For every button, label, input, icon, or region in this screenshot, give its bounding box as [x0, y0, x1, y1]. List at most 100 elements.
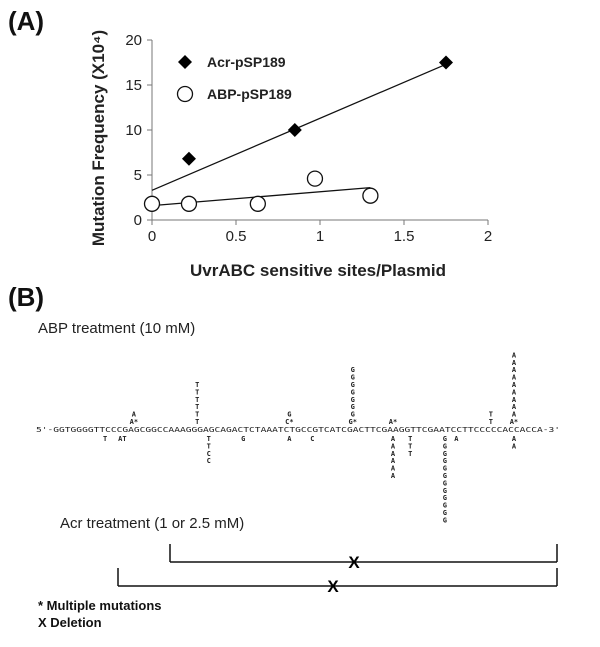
mutation-below: G [443, 472, 447, 480]
y-tick-label: 0 [134, 212, 142, 229]
mutation-above: C* [285, 418, 293, 426]
mutation-below: A [287, 435, 292, 443]
mutation-below: A [391, 457, 396, 465]
x-tick-label: 1.5 [394, 228, 415, 245]
x-axis-title: UvrABC sensitive sites/Plasmid [190, 261, 446, 280]
mutation-below: C [310, 435, 314, 443]
deletion-bracket-1 [169, 544, 558, 563]
mutation-above: A [512, 411, 517, 419]
x-tick-label: 1 [316, 228, 324, 245]
mutation-below: A [391, 435, 396, 443]
y-tick-label: 5 [134, 167, 142, 184]
mutation-below: G [241, 435, 245, 443]
mutation-above: T [195, 396, 199, 404]
panel-a-label: (A) [8, 6, 45, 36]
mutation-below: C [207, 457, 211, 465]
mutation-below: G [443, 479, 447, 487]
mutation-below: T [408, 435, 412, 443]
mutation-below: G [443, 516, 447, 524]
note-multiple-mutations: * Multiple mutations [38, 598, 162, 613]
mutation-above: G [287, 411, 291, 419]
mutation-below: T [207, 435, 211, 443]
legend-abp-label: ABP-pSP189 [207, 86, 292, 102]
mutation-above: T [195, 381, 199, 389]
mutation-below: G [443, 442, 447, 450]
mutation-above: A [512, 396, 517, 404]
mutation-above: A [512, 366, 517, 374]
abp-data-point [180, 195, 198, 212]
panel-b-label: (B) [8, 282, 45, 312]
mutation-above: A* [510, 418, 518, 426]
mutation-above: A* [130, 418, 138, 426]
acr-caption: Acr treatment (1 or 2.5 mM) [60, 515, 244, 532]
mutation-above: G [351, 366, 355, 374]
mutation-above: A [132, 411, 137, 419]
mutation-below: A [454, 435, 459, 443]
mutation-above: A [512, 359, 517, 367]
mutation-below: T [408, 450, 412, 458]
mutation-below: T [408, 442, 412, 450]
mutation-below: A [391, 472, 396, 480]
mutation-below: A [512, 435, 517, 443]
mutation-above: G [351, 388, 355, 396]
deletion-bracket-2 [117, 568, 558, 587]
mutation-above: G [351, 374, 355, 382]
x-tick-label: 2 [484, 228, 492, 245]
legend-acr-label: Acr-pSP189 [207, 54, 286, 70]
mutation-above: G* [348, 418, 356, 426]
mutation-below: G [443, 465, 447, 473]
mutation-above: A [512, 388, 517, 396]
deletion-marker-2: X [327, 577, 339, 596]
mutation-above: A [512, 374, 517, 382]
mutation-above: T [489, 418, 493, 426]
x-tick-label: 0.5 [226, 228, 247, 245]
deletion-marker-1: X [348, 553, 360, 572]
mutation-above: A [512, 351, 517, 359]
acr-data-point [287, 123, 302, 137]
y-tick-label: 20 [125, 32, 142, 49]
abp-data-point [362, 187, 379, 204]
mutation-below: A [391, 450, 396, 458]
note-deletion: X Deletion [38, 615, 102, 630]
mutation-below: G [443, 509, 447, 517]
abp-data-point [306, 170, 324, 187]
y-tick-label: 15 [125, 77, 142, 94]
y-tick-label: 10 [125, 122, 142, 139]
mutation-above: A [512, 403, 517, 411]
mutation-below: A [512, 442, 517, 450]
legend-acr-marker [178, 55, 192, 69]
mutation-above: T [195, 388, 199, 396]
mutation-below: C [207, 450, 211, 458]
mutation-above: G [351, 381, 355, 389]
mutation-below: G [443, 487, 447, 495]
mutation-above: T [489, 411, 493, 419]
acr-data-point [181, 151, 196, 166]
mutation-below: T [207, 442, 211, 450]
mutation-below: A [391, 465, 396, 473]
mutation-above: G [351, 411, 355, 419]
abp-data-point [249, 195, 266, 212]
mutation-below: G [443, 494, 447, 502]
legend-abp-marker [176, 85, 194, 103]
mutation-below: G [443, 450, 447, 458]
mutation-above: T [195, 411, 199, 419]
mutation-below: A [391, 442, 396, 450]
acr-data-point [439, 55, 453, 70]
mutation-below: G [443, 435, 447, 443]
abp-caption: ABP treatment (10 mM) [38, 320, 195, 337]
x-tick-label: 0 [148, 228, 156, 245]
mutation-below: AT [118, 435, 126, 443]
dna-sequence: 5'-GGTGGGGTTCCCGAGCGGCCAAAGGGAGCAGACTCTA… [36, 426, 560, 434]
mutation-below: G [443, 502, 447, 510]
mutation-above: G [351, 396, 355, 404]
mutation-below: T [103, 435, 107, 443]
mutation-above: G [351, 403, 355, 411]
mutation-above: T [195, 403, 199, 411]
y-axis-title: Mutation Frequency (X10⁴) [89, 30, 108, 246]
mutation-above: A [512, 381, 517, 389]
abp-data-point [143, 195, 161, 212]
mutation-above: A* [389, 418, 397, 426]
mutation-above: T [195, 418, 199, 426]
mutation-below: G [443, 457, 447, 465]
